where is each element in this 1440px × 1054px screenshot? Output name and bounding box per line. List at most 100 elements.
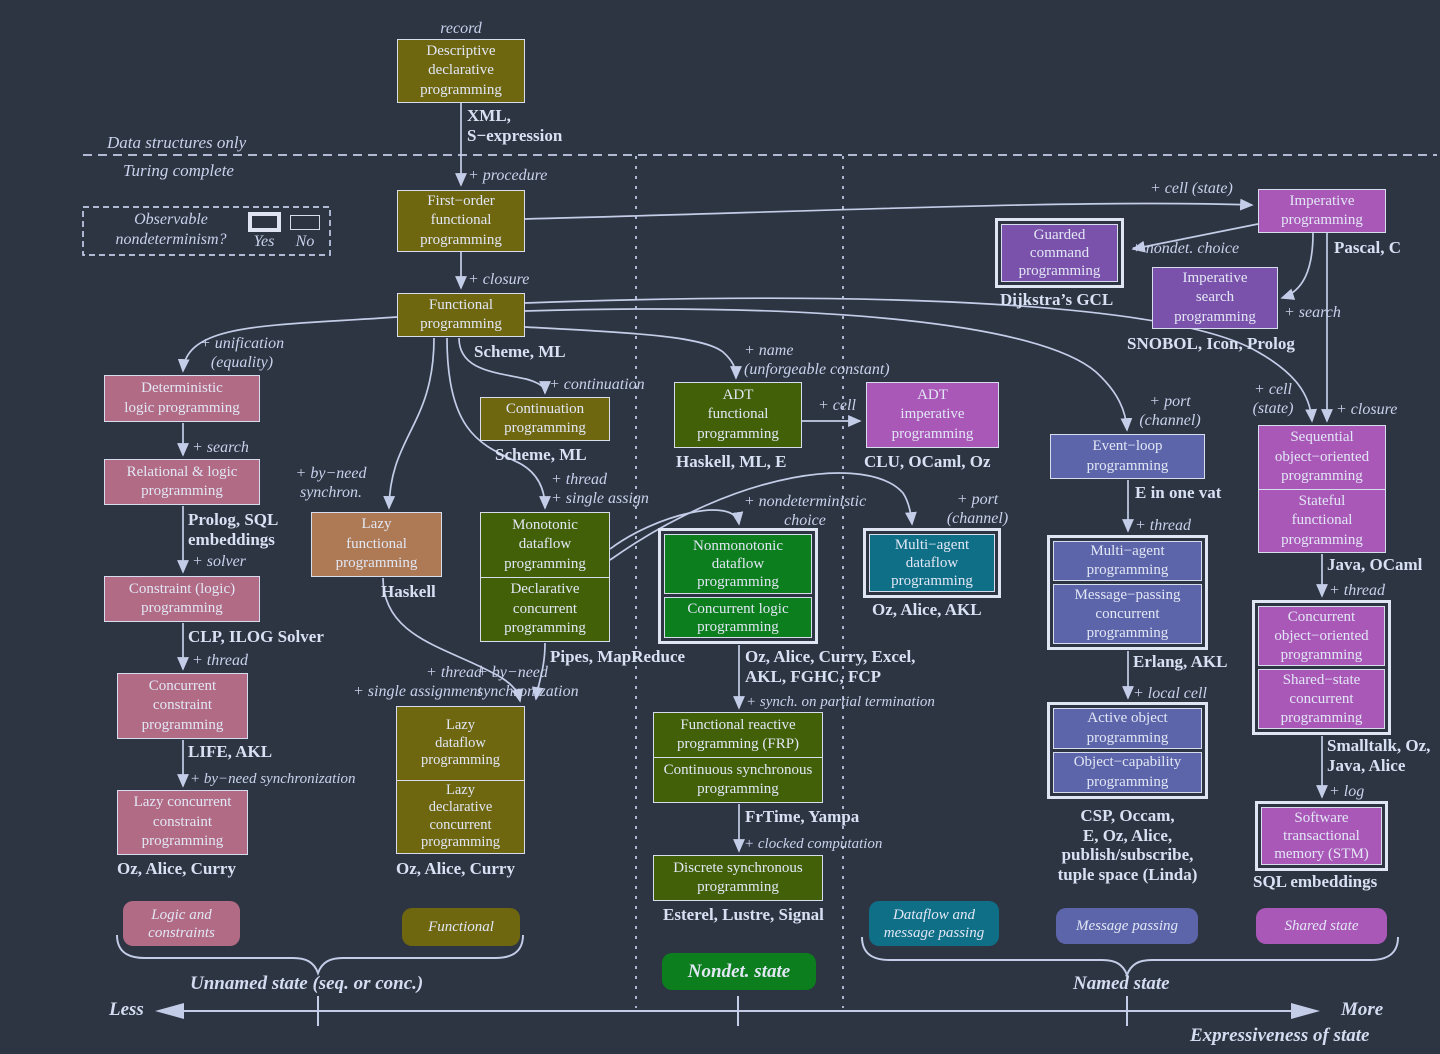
label-ozac1: Oz, Alice, Curry xyxy=(117,859,236,878)
node-rel_logic-cell-0: Relational & logic programming xyxy=(105,460,259,504)
node-adt_imp: ADT imperative programming xyxy=(866,382,999,448)
node-lazy_functional-cell-0: Lazy functional programming xyxy=(312,513,441,576)
badge-nondet_state: Nondet. state xyxy=(662,953,816,990)
node-descriptive: Descriptive declarative programming xyxy=(397,39,525,103)
label-search2: + search xyxy=(1284,304,1341,321)
node-conc_constraint-cell-0: Concurrent constraint programming xyxy=(118,674,247,738)
edge-functional-lazyfunctional xyxy=(383,337,435,510)
node-firstorder-cell-0: First−order functional programming xyxy=(398,191,524,251)
node-seq_stateful-cell-0: Sequential object−oriented programming xyxy=(1259,426,1385,489)
label-more: More xyxy=(1341,999,1384,1020)
label-schememl2: Scheme, ML xyxy=(495,445,587,464)
label-unification: + unification (equality) xyxy=(199,335,285,371)
node-lazy_conc_constraint-cell-0: Lazy concurrent constraint programming xyxy=(118,791,247,854)
label-closure1: + closure xyxy=(468,271,530,288)
node-frp-cell-0: Functional reactive programming (FRP) xyxy=(654,713,822,757)
node-guarded: Guarded command programming xyxy=(995,218,1124,288)
node-discrete-cell-0: Discrete synchronous programming xyxy=(654,856,822,900)
label-cellstate2: + cell (state) xyxy=(1252,381,1294,417)
node-active_objcap-cell-0: Active object programming xyxy=(1053,708,1202,749)
label-port2: + port (channel) xyxy=(1139,393,1201,429)
label-tc: Turing complete xyxy=(123,161,234,180)
label-smalltalk: Smalltalk, Oz, Java, Alice xyxy=(1327,736,1431,775)
legend-title: Observable nondeterminism? xyxy=(115,211,227,248)
label-byneed1: + by−need synchronization xyxy=(190,771,356,787)
node-eventloop-cell-0: Event−loop programming xyxy=(1051,435,1204,478)
label-record: record xyxy=(440,20,482,37)
node-frp-cell-1: Continuous synchronous programming xyxy=(654,757,822,802)
brace-unnamed-state xyxy=(116,934,524,976)
badge-shared_state: Shared state xyxy=(1256,908,1387,944)
legend-no-box xyxy=(290,215,320,230)
node-lazy_conc_constraint: Lazy concurrent constraint programming xyxy=(117,790,248,855)
edge-lazyfunctional-lazydataflow xyxy=(382,577,524,703)
label-log: + log xyxy=(1329,783,1365,800)
label-xml: XML, S−expression xyxy=(467,106,563,145)
label-name: + name (unforgeable constant) xyxy=(744,342,890,378)
brace-named-state xyxy=(861,936,1399,978)
label-pascal: Pascal, C xyxy=(1334,238,1402,257)
label-closure2: + closure xyxy=(1336,401,1398,418)
node-ma_mp-cell-1: Message−passing concurrent programming xyxy=(1053,584,1202,644)
node-adt_func-cell-0: ADT functional programming xyxy=(675,383,801,447)
edge-functional-detlogic xyxy=(177,316,398,373)
node-frp: Functional reactive programming (FRP) Con… xyxy=(653,712,823,803)
node-lazy_df-cell-0: Lazy dataflow programming xyxy=(397,707,524,780)
node-guarded-cell-0: Guarded command programming xyxy=(1001,224,1118,282)
edge-functional-continuation xyxy=(458,337,551,395)
node-lazy_df-cell-1: Lazy declarative concurrent programming xyxy=(397,779,524,853)
label-thread2: + thread xyxy=(1135,517,1191,534)
node-imperative: Imperative programming xyxy=(1258,189,1386,233)
label-localcell: + local cell xyxy=(1133,685,1207,702)
node-ma_mp: Multi−agent programming Message−passing c… xyxy=(1047,535,1208,650)
label-ozexcel: Oz, Alice, Curry, Excel, AKL, FGHC, FCP xyxy=(745,647,916,686)
label-byneed2: + by−need synchronization xyxy=(477,664,579,700)
node-conc_shared: Concurrent object−oriented programming Sh… xyxy=(1252,600,1391,735)
label-sqlemb: SQL embeddings xyxy=(1253,872,1378,891)
axis-arrow-left xyxy=(155,1003,184,1019)
node-constraint: Constraint (logic) programming xyxy=(104,576,260,622)
node-det_logic-cell-0: Deterministic logic programming xyxy=(105,376,259,421)
node-descriptive-cell-0: Descriptive declarative programming xyxy=(398,40,524,102)
label-schememl1: Scheme, ML xyxy=(474,342,566,361)
node-active_objcap-cell-1: Object−capability programming xyxy=(1053,752,1202,793)
edge-imperative-impsearch xyxy=(1280,232,1314,300)
badge-dataflow_mp: Dataflow and message passing xyxy=(869,901,999,946)
node-mono_decl-cell-1: Declarative concurrent programming xyxy=(481,576,609,641)
node-imp_search: Imperative search programming xyxy=(1152,267,1278,329)
node-mono_decl: Monotonic dataflow programming Declarativ… xyxy=(480,512,610,642)
node-firstorder: First−order functional programming xyxy=(397,190,525,252)
node-continuation-cell-0: Continuation programming xyxy=(481,398,609,440)
badge-logic_constraints: Logic and constraints xyxy=(123,901,240,946)
edge-functional-seqoo xyxy=(524,297,1318,423)
label-prologsql: Prolog, SQL embeddings xyxy=(188,510,279,549)
legend-frame xyxy=(82,206,331,256)
edge-firstorder-imperative xyxy=(524,198,1254,220)
label-expr: Expressiveness of state xyxy=(1190,1025,1370,1046)
label-named: Named state xyxy=(1073,973,1170,994)
node-discrete: Discrete synchronous programming xyxy=(653,855,823,901)
node-nonmono-cell-0: Nonmonotonic dataflow programming xyxy=(664,534,812,595)
label-thread1: + thread xyxy=(192,652,248,669)
label-csp: CSP, Occam, E, Oz, Alice, publish/subscr… xyxy=(1057,806,1198,884)
label-unnamed: Unnamed state (seq. or conc.) xyxy=(190,973,424,994)
badge-functional_badge: Functional xyxy=(402,908,520,946)
node-eventloop: Event−loop programming xyxy=(1050,434,1205,479)
label-proc: + procedure xyxy=(468,167,548,184)
label-evat: E in one vat xyxy=(1135,483,1222,502)
node-constraint-cell-0: Constraint (logic) programming xyxy=(105,577,259,621)
label-continuation_l: + continuation xyxy=(549,376,645,393)
label-search1: + search xyxy=(192,439,249,456)
label-dijkstra: Dijkstra’s GCL xyxy=(1000,290,1114,309)
label-nondetchoice: + nondeterministic choice xyxy=(743,493,867,529)
label-life: LIFE, AKL xyxy=(188,742,273,761)
node-lazy_functional: Lazy functional programming xyxy=(311,512,442,577)
edge-functional-monotonic xyxy=(446,337,551,510)
axis-arrow-right xyxy=(1291,1003,1320,1019)
label-solver: + solver xyxy=(192,553,246,570)
node-conc_shared-cell-1: Shared−state concurrent programming xyxy=(1258,669,1385,729)
node-ma_dataflow: Multi−agent dataflow programming xyxy=(863,528,1001,598)
node-imperative-cell-0: Imperative programming xyxy=(1259,190,1385,232)
